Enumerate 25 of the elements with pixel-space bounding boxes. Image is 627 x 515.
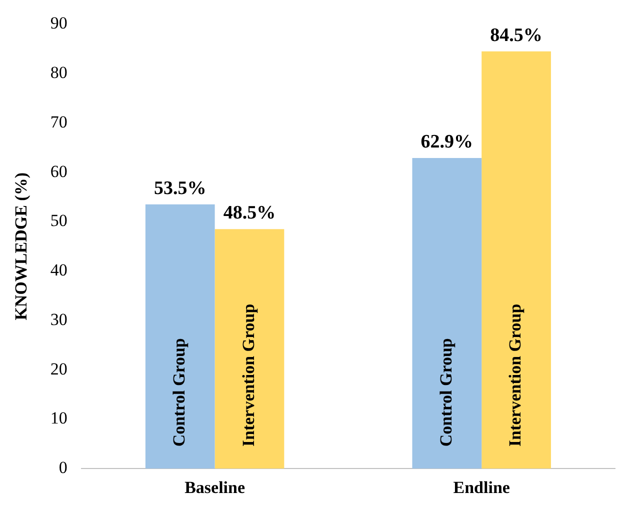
y-tick-label: 70 xyxy=(50,112,68,132)
y-tick-label: 40 xyxy=(50,260,68,280)
y-tick-label: 30 xyxy=(50,310,68,329)
x-tick-label: Endline xyxy=(453,478,510,498)
bar xyxy=(482,51,551,469)
text: Intervention Group xyxy=(506,304,525,447)
text: Control Group xyxy=(436,338,456,447)
data-label: 53.5% xyxy=(154,178,206,199)
y-tick-label: 80 xyxy=(50,63,68,82)
bar xyxy=(145,204,215,469)
data-label: 48.5% xyxy=(223,202,276,224)
y-tick-label: 0 xyxy=(58,458,68,478)
y-tick-label: 60 xyxy=(50,162,68,181)
y-axis-title: KNOWLEDGE (%) xyxy=(12,172,31,320)
bar xyxy=(214,229,284,469)
series-label: Intervention Group xyxy=(238,304,258,447)
bar xyxy=(412,158,482,469)
y-tick-label: 20 xyxy=(50,359,68,378)
data-label: 62.9% xyxy=(420,131,474,152)
y-tick-label: 10 xyxy=(50,408,68,428)
y-tick-label: 50 xyxy=(50,211,68,230)
data-label: 84.5% xyxy=(490,24,542,46)
y-tick-label: 90 xyxy=(50,14,68,33)
series-label: Control Group xyxy=(170,338,189,447)
x-tick-label: Baseline xyxy=(184,478,246,498)
